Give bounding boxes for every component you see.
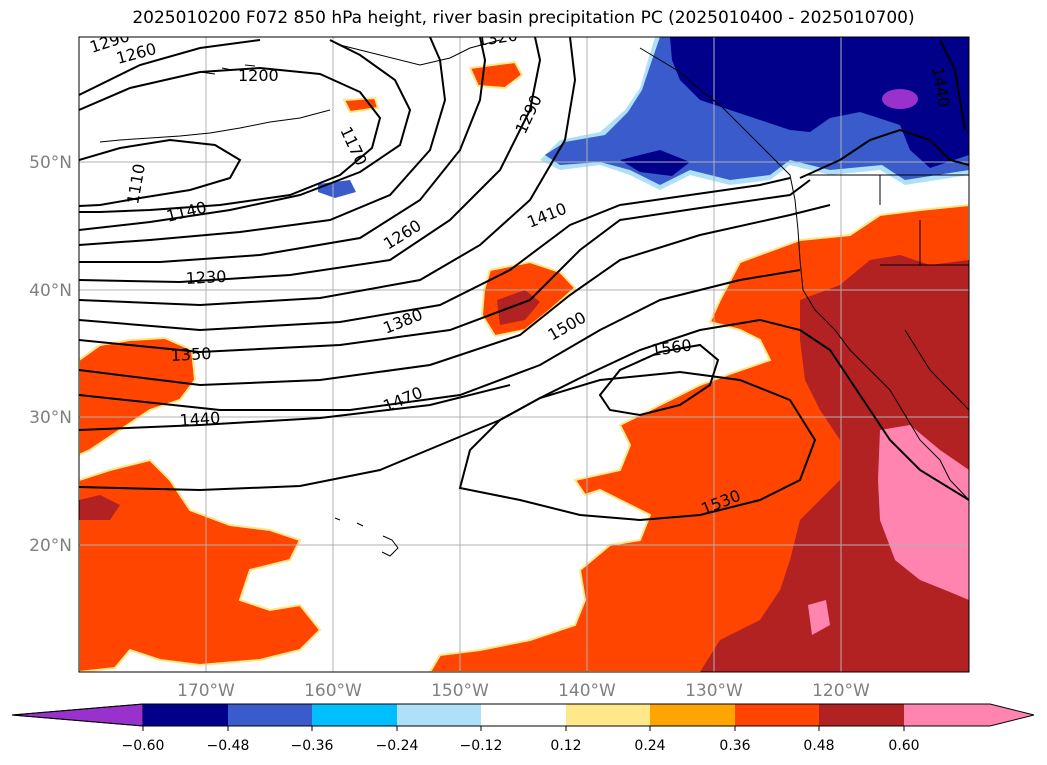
contour-label: 1470: [380, 383, 425, 416]
lon-label: 140°W: [558, 681, 616, 701]
colorbar-tick-label: 0.60: [888, 738, 919, 754]
lat-label: 20°N: [29, 536, 72, 556]
contour-label: 1140: [164, 198, 208, 226]
contour-label: 1320: [476, 25, 519, 49]
colorbar-tick-label: −0.24: [376, 738, 419, 754]
coastlines: [99, 39, 969, 557]
height-contours: [79, 37, 969, 522]
colorbar-tick-label: 0.48: [803, 738, 834, 754]
colorbar-segment: [397, 704, 481, 726]
contour-label: 1560: [650, 335, 693, 359]
colorbar-segment: [735, 704, 819, 726]
positive-precip-region: [79, 60, 969, 672]
contour-label: 1440: [179, 408, 221, 430]
colorbar-tick-label: 0.12: [550, 738, 581, 754]
colorbar-over-arrow: [904, 704, 1034, 726]
lat-label: 40°N: [29, 281, 72, 301]
negative-precip-region: [318, 37, 969, 198]
longitude-labels: 170°W 160°W 150°W 140°W 130°W 120°W: [177, 681, 870, 701]
map-frame: [78, 36, 970, 673]
colorbar-segment: [566, 704, 650, 726]
graticule: [79, 37, 969, 672]
colorbar-segment: [481, 704, 566, 726]
colorbar-segment: [228, 704, 312, 726]
contour-label: 1410: [524, 199, 569, 232]
latitude-labels: 50°N 40°N 30°N 20°N: [29, 153, 72, 556]
colorbar-under-arrow: [11, 703, 144, 727]
contour-label: 1230: [185, 267, 227, 288]
colorbar-tick-label: −0.36: [291, 738, 334, 754]
map-title: 2025010200 F072 850 hPa height, river ba…: [132, 8, 915, 28]
colorbar-tick-label: 0.24: [634, 738, 665, 754]
lon-label: 170°W: [177, 681, 235, 701]
colorbar: −0.60 −0.48 −0.36 −0.24 −0.12 0.12 0.24 …: [11, 703, 1035, 754]
colorbar-segment: [819, 704, 904, 726]
colorbar-segment: [143, 704, 228, 726]
lon-label: 150°W: [431, 681, 489, 701]
lat-label: 50°N: [29, 153, 72, 173]
contour-label: 1290: [511, 92, 545, 137]
colorbar-tick-label: −0.60: [122, 738, 165, 754]
colorbar-segment: [312, 704, 397, 726]
colorbar-tick-label: −0.48: [207, 738, 250, 754]
lon-label: 120°W: [812, 681, 870, 701]
colorbar-tick-label: −0.12: [460, 738, 503, 754]
contour-label: 1350: [170, 344, 212, 365]
colorbar-tick-label: 0.36: [719, 738, 750, 754]
lon-label: 160°W: [304, 681, 362, 701]
contour-label: 1200: [238, 66, 279, 85]
lat-label: 30°N: [29, 408, 72, 428]
contour-label: 1110: [123, 162, 149, 205]
colorbar-segment: [650, 704, 735, 726]
lon-label: 130°W: [685, 681, 743, 701]
map-panel: 1290 1260 1200 1170 1110 1140 1230 1260 …: [79, 25, 969, 672]
contour-label: 1380: [380, 305, 425, 338]
contour-label: 1500: [545, 308, 590, 345]
